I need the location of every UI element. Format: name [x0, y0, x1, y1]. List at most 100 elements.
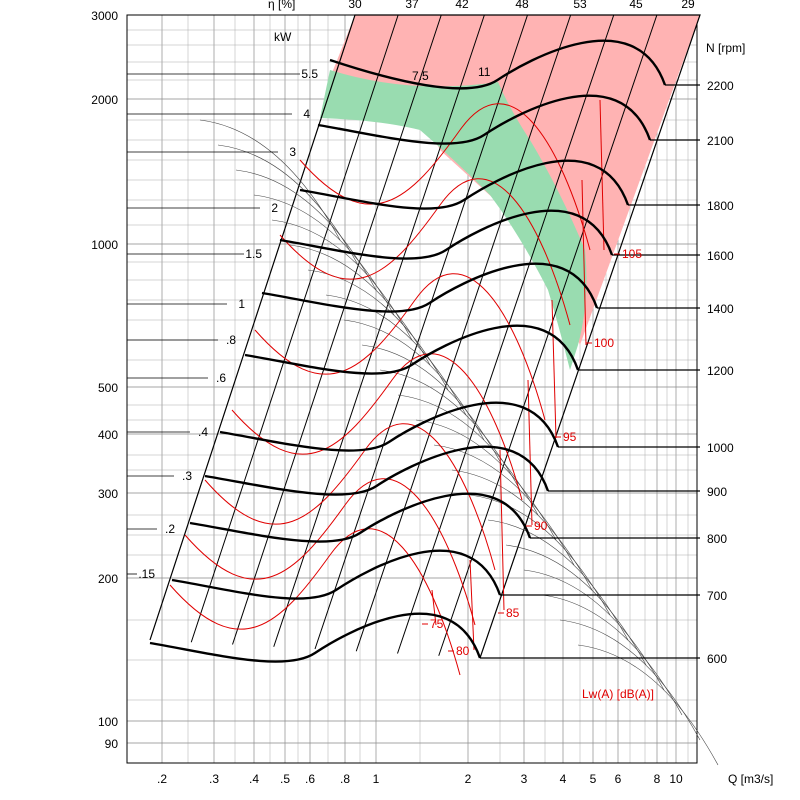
- pressure-curve: [343, 319, 485, 441]
- pressure-curve: [469, 494, 611, 616]
- x-tick-label: 4: [560, 772, 567, 786]
- pressure-curve: [379, 369, 521, 491]
- speed-curve: [171, 549, 502, 600]
- top-power-label: 11: [478, 65, 491, 79]
- efficiency-line: [232, 14, 442, 645]
- chart-labels: 5.5 4 3 2 1.5 1 .8 .6 .4 .3 .2 .15 7.5 11 30 37 42 48 53 45…: [127, 0, 695, 658]
- pressure-curve: [361, 344, 503, 466]
- sound-label: 90: [534, 519, 548, 533]
- speed-curve: [219, 401, 560, 452]
- y-tick-label: 1000: [91, 238, 118, 252]
- power-label: 1.5: [245, 247, 262, 261]
- speed-curve: [261, 262, 599, 313]
- y-tick-label: 200: [98, 572, 118, 586]
- speed-curve: [149, 612, 482, 663]
- power-label: 2: [271, 201, 278, 215]
- y-tick-label: 400: [98, 428, 118, 442]
- y-tick-label: 2000: [91, 93, 118, 107]
- efficiency-label: 29: [681, 0, 695, 11]
- recommended-zone: [320, 70, 587, 370]
- x-tick-label: 1: [373, 772, 380, 786]
- pressure-curve: [505, 544, 647, 666]
- sound-curve-end: [527, 379, 533, 526]
- pressure-curve: [541, 594, 683, 716]
- pressure-curve: [325, 294, 467, 416]
- efficiency-label: 37: [405, 0, 419, 11]
- speed-tick-label: 1600: [707, 249, 734, 263]
- sound-label: 95: [563, 430, 577, 444]
- x-tick-label: 8: [654, 772, 661, 786]
- parallelogram-grid: [149, 14, 701, 659]
- speed-curve: [244, 324, 580, 375]
- x-tick-label: .5: [280, 772, 290, 786]
- sound-curve-end: [431, 589, 437, 626]
- speed-curve: [329, 39, 667, 90]
- efficiency-line: [438, 14, 658, 656]
- speed-curve: [299, 159, 630, 210]
- pressure-curve: [271, 219, 413, 341]
- pressure-curve: [487, 519, 629, 641]
- speed-tick-label: 1000: [707, 441, 734, 455]
- pressure-curve: [199, 119, 341, 241]
- sound-curve-end: [499, 449, 505, 611]
- speed-tick-label: 1400: [707, 302, 734, 316]
- efficiency-line: [355, 14, 572, 652]
- speed-tick-label: 600: [707, 652, 727, 666]
- pressure-curve: [415, 419, 557, 541]
- efficiency-label: 48: [515, 0, 529, 11]
- power-label: .4: [198, 425, 208, 439]
- sound-curve: [169, 528, 461, 676]
- sound-label: 100: [594, 336, 614, 350]
- speed-axis-label: N [rpm]: [706, 41, 745, 55]
- y-tick-label: 100: [98, 715, 118, 729]
- efficiency-axis-label: η [%]: [268, 0, 295, 11]
- power-label: 4: [303, 107, 310, 121]
- speed-curve: [317, 94, 652, 145]
- pressure-curve: [577, 644, 719, 766]
- y-tick-label: 500: [98, 381, 118, 395]
- x-tick-label: 10: [669, 772, 683, 786]
- speed-tick-label: 2100: [707, 134, 734, 148]
- pressure-curve: [523, 569, 665, 691]
- pressure-curve: [235, 169, 377, 291]
- efficiency-label: 42: [455, 0, 469, 11]
- pressure-curve: [559, 619, 701, 741]
- efficiency-label: 53: [573, 0, 587, 11]
- x-tick-label: .6: [305, 772, 315, 786]
- power-label: .15: [138, 567, 155, 581]
- sound-axis-label: Lw(A) [dB(A)]: [582, 687, 654, 701]
- power-label: 1: [238, 297, 245, 311]
- y-tick-label: 3000: [91, 9, 118, 23]
- efficiency-line: [314, 14, 528, 650]
- x-tick-label: .4: [249, 772, 259, 786]
- pressure-curve: [253, 194, 395, 316]
- power-label: .2: [165, 522, 175, 536]
- x-tick-label: .3: [209, 772, 219, 786]
- sound-curve: [299, 103, 591, 251]
- speed-curve: [189, 492, 532, 543]
- speed-tick-label: 900: [707, 485, 727, 499]
- speed-tick-label: 1800: [707, 199, 734, 213]
- sound-curve: [279, 178, 571, 326]
- pressure-curve: [289, 244, 431, 366]
- efficiency-label: 45: [629, 0, 643, 11]
- speed-tick-label: 700: [707, 589, 727, 603]
- efficiency-lines: [199, 119, 719, 766]
- x-tick-label: 5: [590, 772, 597, 786]
- sound-curve-end: [469, 559, 475, 651]
- sound-label: 80: [456, 644, 470, 658]
- x-tick-label: 2: [465, 772, 472, 786]
- y-tick-label: 90: [105, 737, 119, 751]
- efficiency-label: 30: [348, 0, 362, 11]
- x-tick-label: .8: [340, 772, 350, 786]
- x-axis-label: Q [m3/s]: [728, 772, 773, 786]
- sound-curve: [231, 353, 523, 501]
- sound-label: 105: [622, 247, 642, 261]
- top-power-label: 7.5: [412, 69, 429, 83]
- speed-curve: [279, 209, 614, 260]
- pressure-curve: [217, 144, 359, 266]
- speed-curve: [204, 445, 550, 496]
- power-label: 5.5: [301, 67, 318, 81]
